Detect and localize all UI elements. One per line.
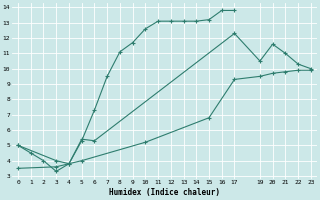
X-axis label: Humidex (Indice chaleur): Humidex (Indice chaleur) (109, 188, 220, 197)
